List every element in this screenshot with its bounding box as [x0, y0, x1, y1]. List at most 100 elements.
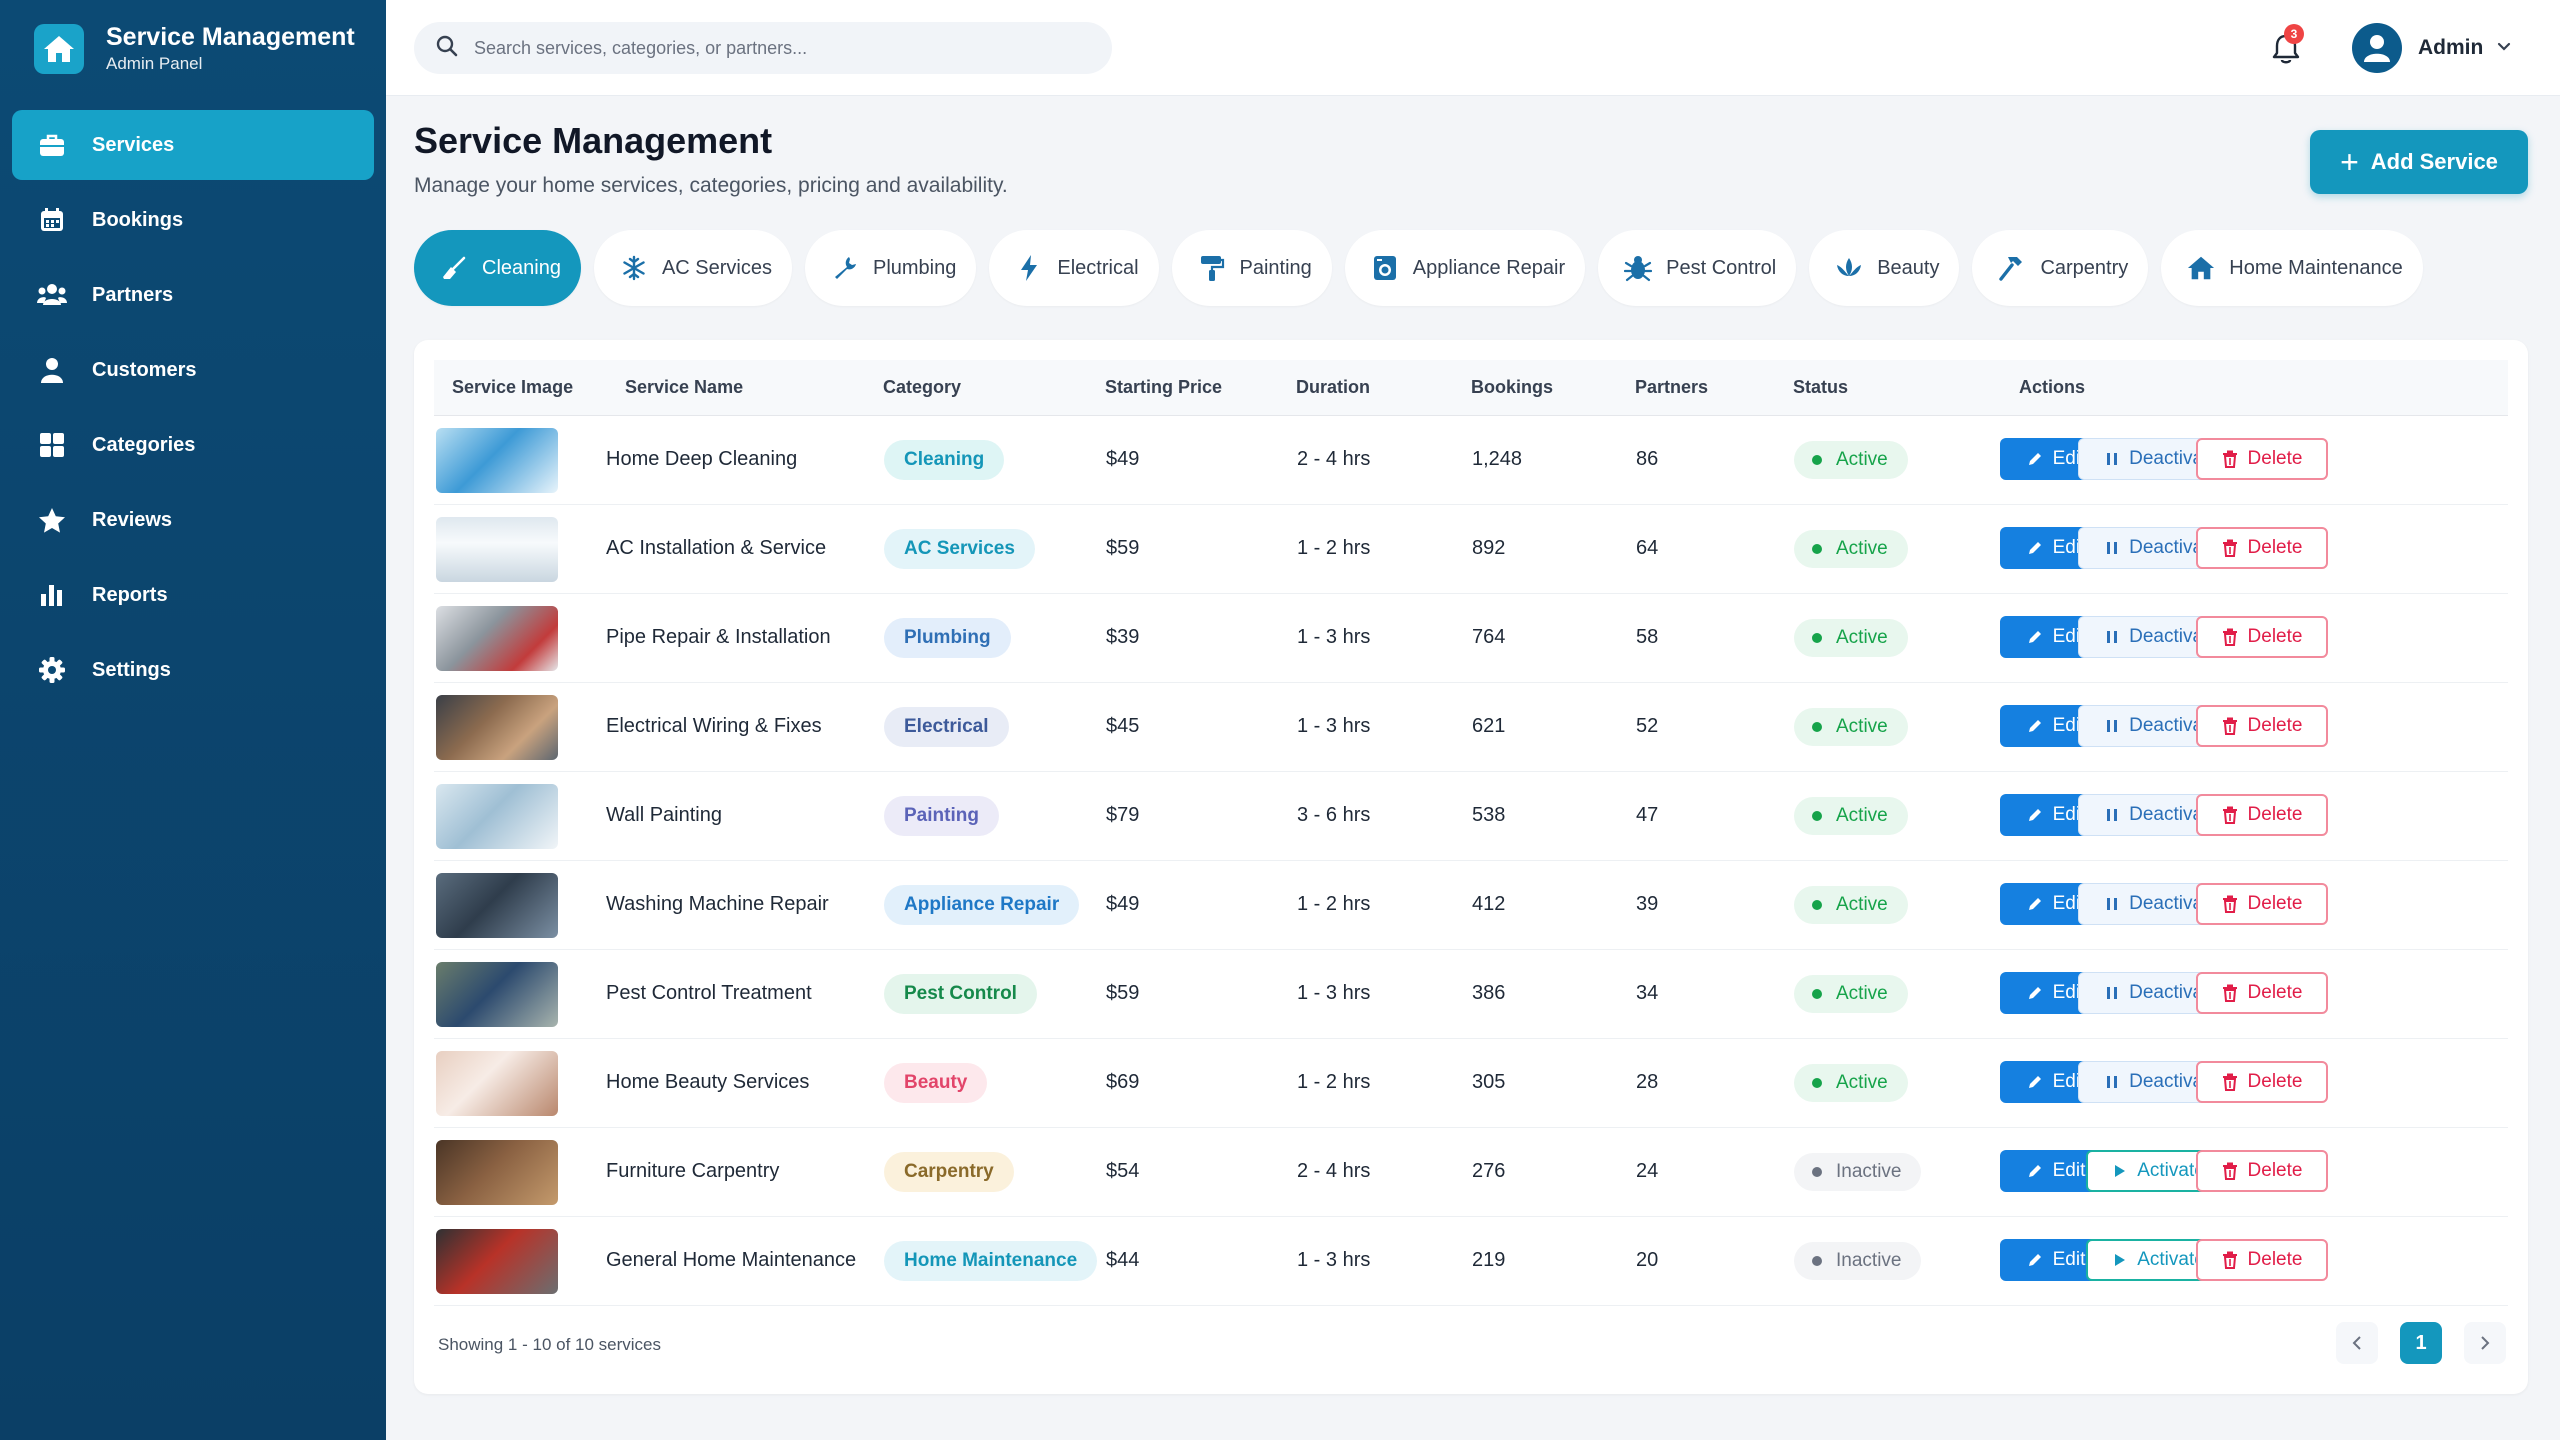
pencil-icon [2028, 631, 2041, 643]
prev-page-button[interactable] [2336, 1322, 2378, 1364]
delete-button[interactable]: Delete [2196, 438, 2328, 480]
sidebar-item-services[interactable]: Services [12, 110, 374, 180]
table-row: Pipe Repair & Installation Plumbing $39 … [434, 594, 2508, 683]
sidebar-item-settings[interactable]: Settings [12, 635, 374, 705]
service-image [436, 1140, 558, 1205]
duration: 1 - 3 hrs [1297, 1249, 1371, 1271]
search-input[interactable] [474, 37, 1074, 59]
delete-button[interactable]: Delete [2196, 1061, 2328, 1103]
next-page-button[interactable] [2464, 1322, 2506, 1364]
delete-button[interactable]: Delete [2196, 616, 2328, 658]
edit-label: Edit [2052, 1160, 2086, 1181]
brand-subtitle: Admin Panel [106, 54, 203, 73]
category-chip-label: AC Services [661, 256, 772, 279]
snowflake-icon [620, 254, 648, 282]
sidebar-item-categories[interactable]: Categories [12, 410, 374, 480]
delete-button[interactable]: Delete [2196, 883, 2328, 925]
category-chip-label: Home Maintenance [2229, 256, 2403, 279]
edit-label: Edit [2052, 893, 2086, 914]
delete-button[interactable]: Delete [2196, 1150, 2328, 1192]
status-dot [1812, 900, 1822, 910]
page-title: Service Management [414, 120, 773, 161]
edit-label: Edit [2052, 715, 2086, 736]
service-image [436, 784, 558, 849]
hammer-icon [1998, 254, 2026, 282]
notification-badge: 3 [2284, 24, 2304, 44]
category-chip-home-maintenance[interactable]: Home Maintenance [2161, 230, 2423, 306]
partners-count: 28 [1636, 1071, 1659, 1093]
partners-count: 47 [1636, 804, 1659, 826]
wrench-icon [831, 254, 859, 282]
starting-price: $44 [1106, 1249, 1140, 1271]
trash-icon [2222, 1073, 2237, 1091]
category-chip-beauty[interactable]: Beauty [1809, 230, 1960, 306]
home-icon [2187, 254, 2215, 282]
status-label: Active [1836, 627, 1888, 648]
sidebar-item-partners[interactable]: Partners [12, 260, 374, 330]
delete-label: Delete [2247, 893, 2303, 914]
brand[interactable]: Service Management Admin Panel [34, 22, 355, 76]
pause-icon [2107, 809, 2118, 821]
star-icon [36, 504, 68, 536]
sidebar-item-reviews[interactable]: Reviews [12, 485, 374, 555]
starting-price: $49 [1106, 448, 1140, 470]
category-pill: Pest Control [884, 974, 1037, 1014]
delete-button[interactable]: Delete [2196, 705, 2328, 747]
category-chip-electrical[interactable]: Electrical [989, 230, 1159, 306]
pause-icon [2107, 987, 2118, 999]
delete-button[interactable]: Delete [2196, 527, 2328, 569]
edit-label: Edit [2052, 1071, 2086, 1092]
trash-icon [2222, 895, 2237, 913]
service-name: AC Installation & Service [606, 537, 827, 559]
category-chip-label: Cleaning [482, 256, 561, 279]
category-chip-pest-control[interactable]: Pest Control [1598, 230, 1797, 306]
duration: 1 - 2 hrs [1297, 893, 1371, 915]
sidebar-item-label: Categories [92, 433, 196, 456]
pencil-icon [2028, 987, 2041, 999]
search-icon [436, 35, 458, 62]
pause-icon [2107, 898, 2118, 910]
category-chip-label: Appliance Repair [1412, 256, 1566, 279]
sidebar-item-reports[interactable]: Reports [12, 560, 374, 630]
bookings-count: 386 [1472, 982, 1506, 1004]
edit-label: Edit [2052, 804, 2086, 825]
bookings-count: 764 [1472, 626, 1506, 648]
page-button-current[interactable]: 1 [2400, 1322, 2442, 1364]
user-menu[interactable]: Admin [2352, 22, 2511, 74]
delete-button[interactable]: Delete [2196, 1239, 2328, 1281]
chevron-right-icon [2481, 1336, 2490, 1350]
sidebar-item-bookings[interactable]: Bookings [12, 185, 374, 255]
duration: 2 - 4 hrs [1297, 1160, 1371, 1182]
add-service-button[interactable]: + Add Service [2310, 130, 2528, 194]
sidebar-item-label: Bookings [92, 208, 184, 231]
starting-price: $39 [1106, 626, 1140, 648]
pencil-icon [2028, 1076, 2041, 1088]
edit-label: Edit [2052, 448, 2086, 469]
trash-icon [2222, 450, 2237, 468]
delete-button[interactable]: Delete [2196, 794, 2328, 836]
pause-icon [2107, 1076, 2118, 1088]
page-subtitle: Manage your home services, categories, p… [414, 174, 1008, 197]
status-label: Active [1836, 538, 1888, 559]
category-pill: Home Maintenance [884, 1241, 1098, 1281]
plus-icon: + [2340, 144, 2359, 180]
category-chip-ac-services[interactable]: AC Services [593, 230, 792, 306]
column-header-image: Service Image [452, 377, 574, 397]
status-dot [1812, 989, 1822, 999]
play-icon [2115, 1165, 2126, 1177]
delete-button[interactable]: Delete [2196, 972, 2328, 1014]
user-icon [36, 354, 68, 386]
status-label: Active [1836, 894, 1888, 915]
category-chip-appliance-repair[interactable]: Appliance Repair [1344, 230, 1586, 306]
sidebar-item-customers[interactable]: Customers [12, 335, 374, 405]
search-box[interactable] [414, 22, 1112, 74]
bookings-count: 219 [1472, 1249, 1506, 1271]
status-badge: Active [1794, 530, 1908, 568]
trash-icon [2222, 539, 2237, 557]
trash-icon [2222, 628, 2237, 646]
notifications-button[interactable]: 3 [2266, 24, 2306, 68]
category-chip-cleaning[interactable]: Cleaning [414, 230, 581, 306]
category-chip-painting[interactable]: Painting [1171, 230, 1332, 306]
category-chip-plumbing[interactable]: Plumbing [804, 230, 977, 306]
category-chip-carpentry[interactable]: Carpentry [1972, 230, 2149, 306]
